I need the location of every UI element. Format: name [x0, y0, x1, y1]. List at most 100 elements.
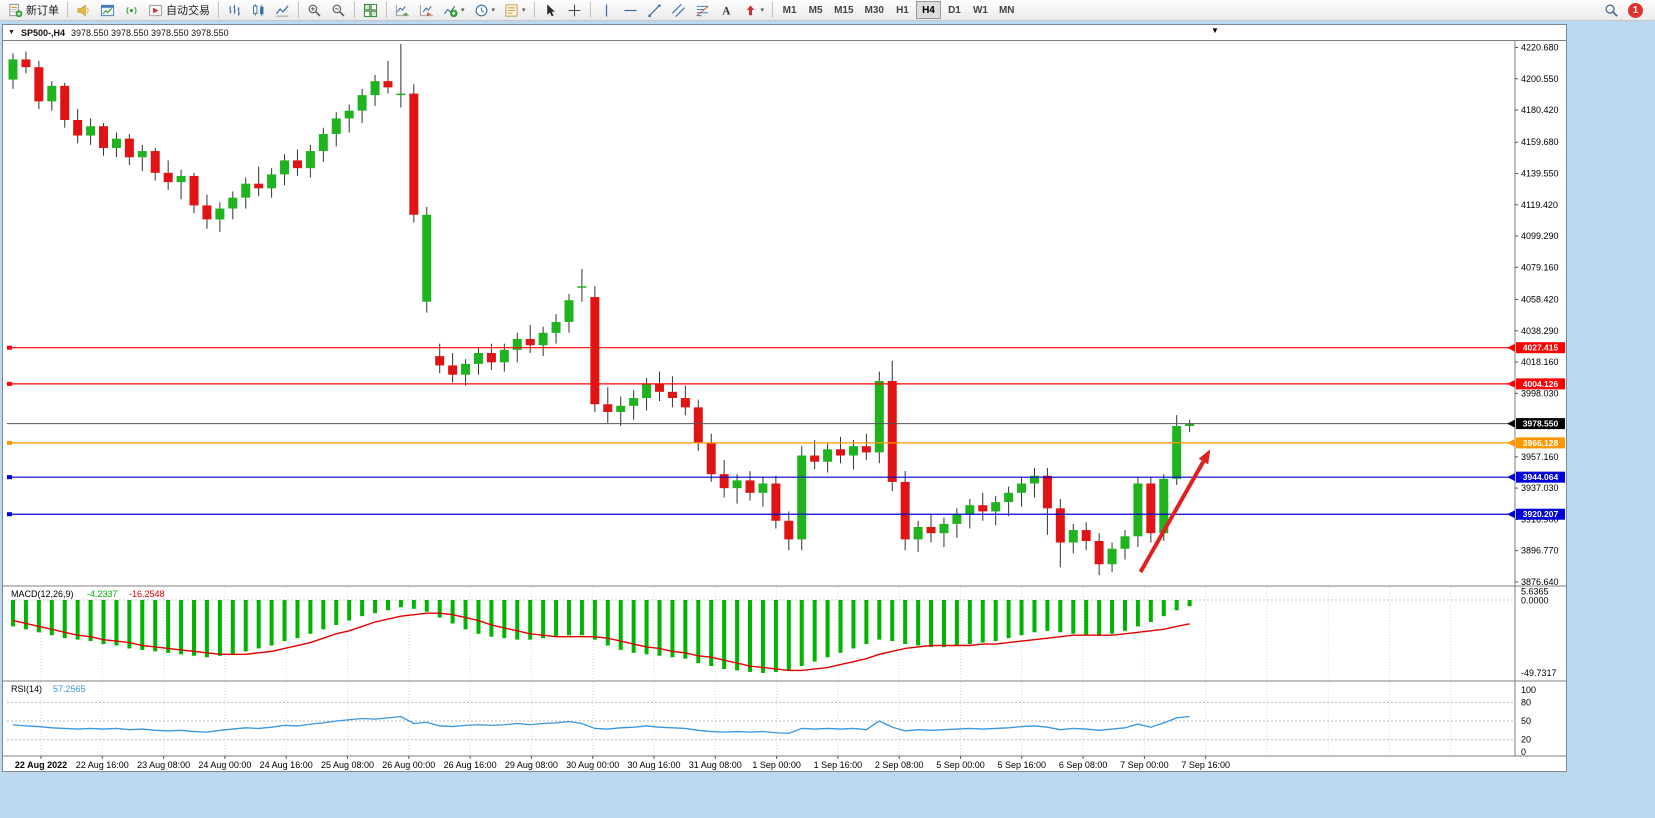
- autotrading-button[interactable]: 自动交易: [144, 1, 214, 20]
- quotes-expand-icon[interactable]: ▼: [8, 29, 15, 36]
- candle-body: [486, 352, 496, 363]
- hline-price-tag: [1516, 378, 1565, 390]
- hline-price-tag: [1516, 471, 1565, 483]
- price-tick-label: 3937.030: [1521, 483, 1559, 493]
- fibonacci-button[interactable]: [691, 1, 714, 20]
- macd-bar: [657, 600, 662, 656]
- macd-bar: [334, 600, 339, 625]
- timeframe-h1[interactable]: H1: [890, 1, 915, 19]
- candle-body: [810, 455, 820, 462]
- chart-window-button[interactable]: [96, 1, 119, 20]
- notification-badge[interactable]: 1: [1628, 2, 1643, 18]
- candle-body: [280, 160, 290, 175]
- macd-bar: [282, 600, 287, 642]
- macd-bar: [88, 600, 93, 642]
- time-tick-label: 22 Aug 16:00: [76, 760, 129, 770]
- zoom-out-button[interactable]: [327, 1, 350, 20]
- zoom-in-button[interactable]: [303, 1, 326, 20]
- candle-body: [629, 398, 639, 406]
- macd-bar: [825, 600, 830, 658]
- hline-axis-marker: [1507, 379, 1515, 388]
- text-button[interactable]: A: [715, 1, 738, 20]
- trend-arrow[interactable]: [1138, 460, 1206, 574]
- new-order-button[interactable]: 新订单: [4, 1, 63, 20]
- candle-body: [1094, 540, 1104, 565]
- macd-bar: [411, 600, 416, 609]
- time-tick-label: 25 Aug 08:00: [321, 760, 374, 770]
- macd-bar: [1084, 600, 1089, 636]
- arrows-button[interactable]: ▾: [739, 1, 769, 20]
- candle-body: [150, 151, 160, 173]
- macd-bar: [450, 600, 455, 624]
- macd-bar: [49, 600, 54, 636]
- candle-body: [732, 480, 742, 489]
- time-tick-label: 26 Aug 00:00: [382, 760, 435, 770]
- chart-shift-button[interactable]: [415, 1, 438, 20]
- macd-bar: [864, 600, 869, 645]
- crosshair-button[interactable]: [563, 1, 586, 20]
- timeframe-h4[interactable]: H4: [915, 1, 941, 19]
- macd-bar: [1058, 600, 1063, 633]
- cursor-button[interactable]: [539, 1, 562, 20]
- macd-bar: [799, 600, 804, 667]
- timeframe-m1[interactable]: M1: [777, 1, 802, 19]
- macd-bar: [217, 600, 222, 656]
- macd-bar: [838, 600, 843, 653]
- channel-button[interactable]: [667, 1, 690, 20]
- rsi-label: RSI(14): [11, 684, 42, 694]
- periods-button[interactable]: ▾: [470, 1, 500, 20]
- chart-window-icon: [100, 3, 115, 18]
- macd-bar: [489, 600, 494, 637]
- price-tick-label: 4099.290: [1521, 231, 1559, 241]
- hline-price-tag: [1516, 342, 1565, 354]
- indicators-button[interactable]: ▾: [439, 1, 469, 20]
- hline-price-label: 3920.207: [1523, 509, 1559, 519]
- candle-body: [642, 384, 652, 399]
- main-toolbar: 新订单 自动交易 ▾ ▾ ▾ A ▾ M1 M5 M15 M30 H1 H4 D1 W1 MN 1: [0, 0, 1655, 21]
- price-tick-label: 4058.420: [1521, 295, 1559, 305]
- tile-windows-button[interactable]: [359, 1, 382, 20]
- trendline-button[interactable]: [643, 1, 666, 20]
- candle-body: [1017, 483, 1027, 493]
- templates-button[interactable]: ▾: [500, 1, 530, 20]
- hline-icon: [623, 3, 638, 18]
- macd-bar: [437, 600, 442, 618]
- candle-body: [499, 349, 509, 363]
- search-button[interactable]: [1600, 1, 1623, 20]
- timeframe-m30[interactable]: M30: [860, 1, 889, 19]
- signals-button[interactable]: [120, 1, 143, 20]
- timeframe-m15[interactable]: M15: [829, 1, 858, 19]
- macd-signal-value: -16.2548: [129, 589, 165, 599]
- hline-axis-marker: [1507, 510, 1515, 519]
- macd-bar: [773, 600, 778, 672]
- timeframe-mn[interactable]: MN: [994, 1, 1020, 19]
- candle-body: [435, 356, 445, 366]
- candle-body: [874, 380, 884, 453]
- candle-body: [991, 502, 1001, 512]
- macd-bar: [1161, 600, 1166, 617]
- macd-label: MACD(12,26,9): [11, 589, 74, 599]
- timeframe-w1[interactable]: W1: [968, 1, 993, 19]
- timeframe-d1[interactable]: D1: [942, 1, 967, 19]
- hline-button[interactable]: [619, 1, 642, 20]
- chart-canvas[interactable]: 4220.680 4200.550 4180.420 4159.680 4139.550…: [3, 40, 1566, 771]
- timeframe-m5[interactable]: M5: [803, 1, 828, 19]
- candle-body: [887, 380, 897, 482]
- vline-button[interactable]: [595, 1, 618, 20]
- line-chart-button[interactable]: [271, 1, 294, 20]
- bar-chart-button[interactable]: [223, 1, 246, 20]
- macd-bar: [308, 600, 313, 634]
- price-tick-label: 4220.680: [1521, 42, 1559, 52]
- auto-scroll-button[interactable]: [391, 1, 414, 20]
- candlestick-button[interactable]: [247, 1, 270, 20]
- arrows-icon: [743, 3, 758, 18]
- time-tick-label: 29 Aug 08:00: [505, 760, 558, 770]
- candle-body: [344, 110, 354, 119]
- macd-bar: [967, 600, 972, 645]
- autotrading-icon: [148, 3, 163, 18]
- time-tick-label: 1 Sep 16:00: [814, 760, 863, 770]
- announcement-button[interactable]: [72, 1, 95, 20]
- price-tick-label: 3957.160: [1521, 452, 1559, 462]
- chart-dropdown-arrow-icon[interactable]: ▼: [1211, 26, 1219, 35]
